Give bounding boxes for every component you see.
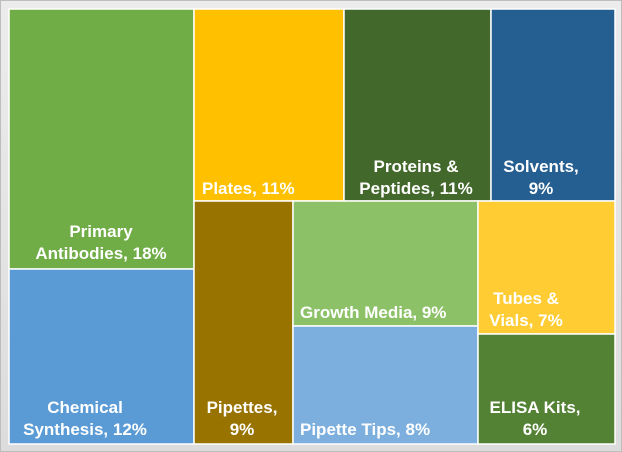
tile-rect-chemical-synthesis [8,268,195,445]
tile-rect-primary-antibodies [8,8,195,270]
tile-label-proteins-peptides-line-2: Peptides, 11% [359,179,472,198]
tile-label-pipettes-line-2: 9% [230,420,255,439]
tile-chemical-synthesis: Chemical Synthesis, 12% [8,268,195,445]
tile-label-proteins-peptides-line-1: Proteins & [373,157,458,176]
tile-label-pipettes-line-1: Pipettes, [207,398,278,417]
tile-label-solvents-line-1: Solvents, [503,157,579,176]
tile-label-plates-line-1: Plates, 11% [202,179,295,198]
tile-rect-growth-media [292,200,479,327]
tile-plates: Plates, 11% [193,8,345,202]
tile-rect-solvents [490,8,616,202]
tile-label-chemical-synthesis-line-2: Synthesis, 12% [23,420,147,439]
tile-growth-media: Growth Media, 9% [292,200,479,327]
tile-label-solvents-line-2: 9% [529,179,554,198]
tile-primary-antibodies: Primary Antibodies, 18% [8,8,195,270]
tile-rect-pipette-tips [292,325,479,445]
tile-label-chemical-synthesis-line-1: Chemical [47,398,123,417]
tile-rect-proteins-peptides [343,8,492,202]
tile-label-elisa-kits-line-2: 6% [523,420,548,439]
tile-solvents: Solvents, 9% [490,8,616,202]
tile-tubes-vials: Tubes & Vials, 7% [477,200,616,335]
tile-proteins-peptides: Proteins & Peptides, 11% [343,8,492,202]
tile-rect-elisa-kits [477,333,616,445]
tile-label-growth-media-line-1: Growth Media, 9% [300,303,446,322]
tile-rect-pipettes [193,200,294,445]
tile-label-primary-antibodies-line-2: Antibodies, 18% [35,244,166,263]
tile-label-tubes-vials-line-1: Tubes & [493,289,559,308]
tile-pipettes: Pipettes, 9% [193,200,294,445]
tile-rect-plates [193,8,345,202]
tile-label-pipette-tips-line-1: Pipette Tips, 8% [300,420,430,439]
tile-label-elisa-kits-line-1: ELISA Kits, [490,398,581,417]
tile-label-tubes-vials-line-2: Vials, 7% [489,311,562,330]
tile-label-primary-antibodies-line-1: Primary [69,222,133,241]
tile-pipette-tips: Pipette Tips, 8% [292,325,479,445]
tile-elisa-kits: ELISA Kits, 6% [477,333,616,445]
